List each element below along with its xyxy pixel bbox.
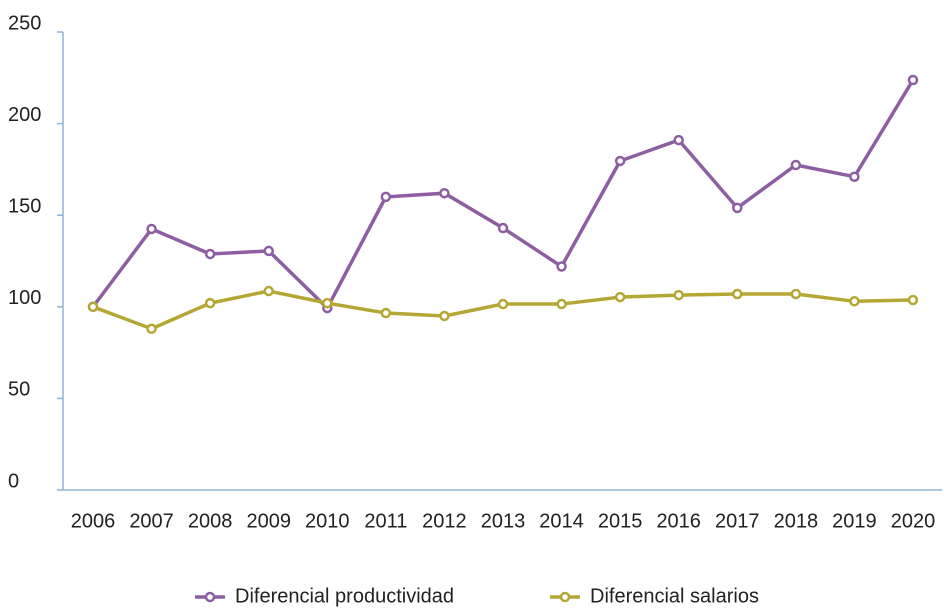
x-tick-label: 2007 xyxy=(129,510,174,532)
x-tick-label: 2012 xyxy=(422,510,467,532)
x-tick-label: 2008 xyxy=(188,510,233,532)
x-tick-label: 2016 xyxy=(656,510,701,532)
x-tick-label: 2006 xyxy=(71,510,116,532)
legend-label: Diferencial salarios xyxy=(590,585,759,607)
point xyxy=(439,187,450,199)
y-tick-label: 0 xyxy=(8,470,19,492)
y-tick-label: 250 xyxy=(8,12,41,34)
x-tick-label: 2020 xyxy=(891,510,936,532)
point xyxy=(263,245,274,257)
y-tick-label: 100 xyxy=(8,287,41,309)
series-line xyxy=(91,79,915,311)
x-tick-label: 2009 xyxy=(246,510,291,532)
point xyxy=(322,297,333,309)
point xyxy=(673,134,684,146)
point xyxy=(732,202,743,214)
point xyxy=(204,297,216,309)
point xyxy=(263,285,274,297)
point xyxy=(849,296,860,307)
point xyxy=(497,298,509,310)
point xyxy=(849,171,860,182)
point xyxy=(732,288,743,300)
legend-marker xyxy=(559,591,571,603)
point xyxy=(87,301,99,313)
x-tick-label: 2018 xyxy=(774,510,819,532)
point xyxy=(439,310,450,322)
point xyxy=(614,291,626,303)
point xyxy=(790,159,802,171)
legend-label: Diferencial productividad xyxy=(235,585,454,607)
point xyxy=(204,248,216,260)
point xyxy=(790,288,802,300)
x-tick-label: 2017 xyxy=(715,510,760,532)
x-tick-label: 2011 xyxy=(364,510,407,532)
point xyxy=(673,289,684,301)
x-tick-label: 2019 xyxy=(832,510,877,532)
point xyxy=(907,74,919,86)
point xyxy=(146,323,157,335)
point xyxy=(907,294,919,306)
x-tick-label: 2010 xyxy=(305,510,350,532)
point xyxy=(380,191,392,203)
point xyxy=(380,307,392,319)
x-tick-label: 2014 xyxy=(539,510,584,532)
y-tick-label: 150 xyxy=(8,195,41,217)
point xyxy=(556,298,567,310)
point xyxy=(497,222,509,234)
point xyxy=(146,223,157,235)
legend-marker xyxy=(204,591,216,603)
series-line xyxy=(92,289,914,331)
y-tick-label: 200 xyxy=(8,104,41,126)
y-tick-label: 50 xyxy=(8,379,30,401)
point xyxy=(614,155,626,167)
x-tick-label: 2015 xyxy=(598,510,643,532)
point xyxy=(556,261,567,272)
x-tick-label: 2013 xyxy=(481,510,526,532)
